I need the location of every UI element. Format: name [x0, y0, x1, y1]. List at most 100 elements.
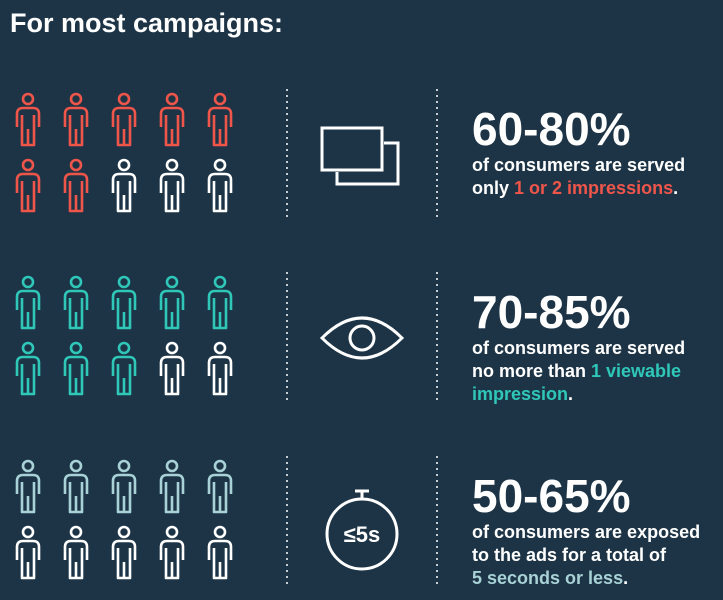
person-icon: [63, 275, 89, 330]
person-icon: [111, 525, 137, 580]
description-line: only 1 or 2 impressions.: [472, 178, 678, 198]
person-icon: [159, 158, 185, 213]
description-text: of consumers are served: [472, 155, 685, 175]
person-body: [207, 172, 233, 213]
person-head: [165, 341, 179, 355]
person-body: [111, 473, 137, 514]
person-body: [111, 106, 137, 147]
person-icon: [111, 275, 137, 330]
person-icon: [207, 341, 233, 396]
person-head: [213, 525, 227, 539]
person-body: [207, 355, 233, 396]
eye-pupil: [348, 324, 376, 352]
eye-icon: [319, 316, 405, 360]
person-body: [207, 539, 233, 580]
person-icon: [159, 275, 185, 330]
description-text: of consumers are served: [472, 338, 685, 358]
person-body: [15, 539, 41, 580]
person-icon: [15, 275, 41, 330]
description-line: to the ads for a total of: [472, 545, 667, 565]
description-line: of consumers are exposed: [472, 522, 700, 542]
person-body: [159, 106, 185, 147]
person-body: [111, 289, 137, 330]
person-head: [117, 459, 131, 473]
person-icon: [207, 158, 233, 213]
person-head: [213, 275, 227, 289]
person-body: [159, 355, 185, 396]
person-body: [159, 473, 185, 514]
description-text: no more than: [472, 361, 591, 381]
highlight-text: 5 seconds or less: [472, 568, 623, 588]
description-text: to the ads for a total of: [472, 545, 667, 565]
person-head: [117, 158, 131, 172]
person-body: [63, 172, 89, 213]
person-head: [21, 341, 35, 355]
person-head: [117, 525, 131, 539]
person-icon: [15, 525, 41, 580]
person-head: [69, 92, 83, 106]
impression-icon: [320, 126, 384, 172]
description-text: .: [673, 178, 678, 198]
description-text: .: [568, 384, 573, 404]
person-icon: [15, 92, 41, 147]
person-head: [165, 459, 179, 473]
person-body: [63, 106, 89, 147]
person-icon: [111, 158, 137, 213]
person-body: [111, 355, 137, 396]
person-head: [165, 275, 179, 289]
person-head: [117, 92, 131, 106]
person-body: [15, 355, 41, 396]
person-icon: [207, 275, 233, 330]
person-body: [15, 289, 41, 330]
person-head: [165, 158, 179, 172]
description-text: only: [472, 178, 514, 198]
stat: 50-65%: [472, 470, 631, 522]
description-text: of consumers are exposed: [472, 522, 700, 542]
person-body: [15, 106, 41, 147]
person-body: [159, 289, 185, 330]
person-body: [15, 172, 41, 213]
person-head: [117, 341, 131, 355]
person-icon: [207, 525, 233, 580]
person-body: [63, 539, 89, 580]
person-icon: [111, 459, 137, 514]
description-line: 5 seconds or less.: [472, 568, 628, 588]
person-head: [213, 158, 227, 172]
person-head: [21, 525, 35, 539]
person-icon: [159, 459, 185, 514]
person-icon: [15, 459, 41, 514]
person-head: [69, 158, 83, 172]
person-body: [111, 539, 137, 580]
person-body: [159, 172, 185, 213]
person-head: [69, 341, 83, 355]
person-icon: [159, 92, 185, 147]
highlight-text: 1 or 2 impressions: [514, 178, 673, 198]
person-head: [69, 275, 83, 289]
person-head: [213, 341, 227, 355]
person-head: [69, 525, 83, 539]
person-head: [21, 459, 35, 473]
stopwatch-label: ≤5s: [344, 522, 381, 547]
description-line: no more than 1 viewable: [472, 361, 681, 381]
highlight-text: impression: [472, 384, 568, 404]
person-body: [111, 172, 137, 213]
person-icon: [111, 341, 137, 396]
person-icon: [159, 341, 185, 396]
person-head: [165, 92, 179, 106]
person-head: [69, 459, 83, 473]
person-icon: [15, 158, 41, 213]
person-body: [207, 289, 233, 330]
title: For most campaigns:: [10, 8, 283, 38]
person-body: [63, 355, 89, 396]
person-head: [21, 275, 35, 289]
person-body: [207, 473, 233, 514]
person-head: [165, 525, 179, 539]
person-icon: [63, 158, 89, 213]
person-icon: [207, 459, 233, 514]
stat: 70-85%: [472, 286, 631, 338]
person-body: [63, 289, 89, 330]
person-head: [213, 459, 227, 473]
person-head: [213, 92, 227, 106]
person-icon: [159, 525, 185, 580]
